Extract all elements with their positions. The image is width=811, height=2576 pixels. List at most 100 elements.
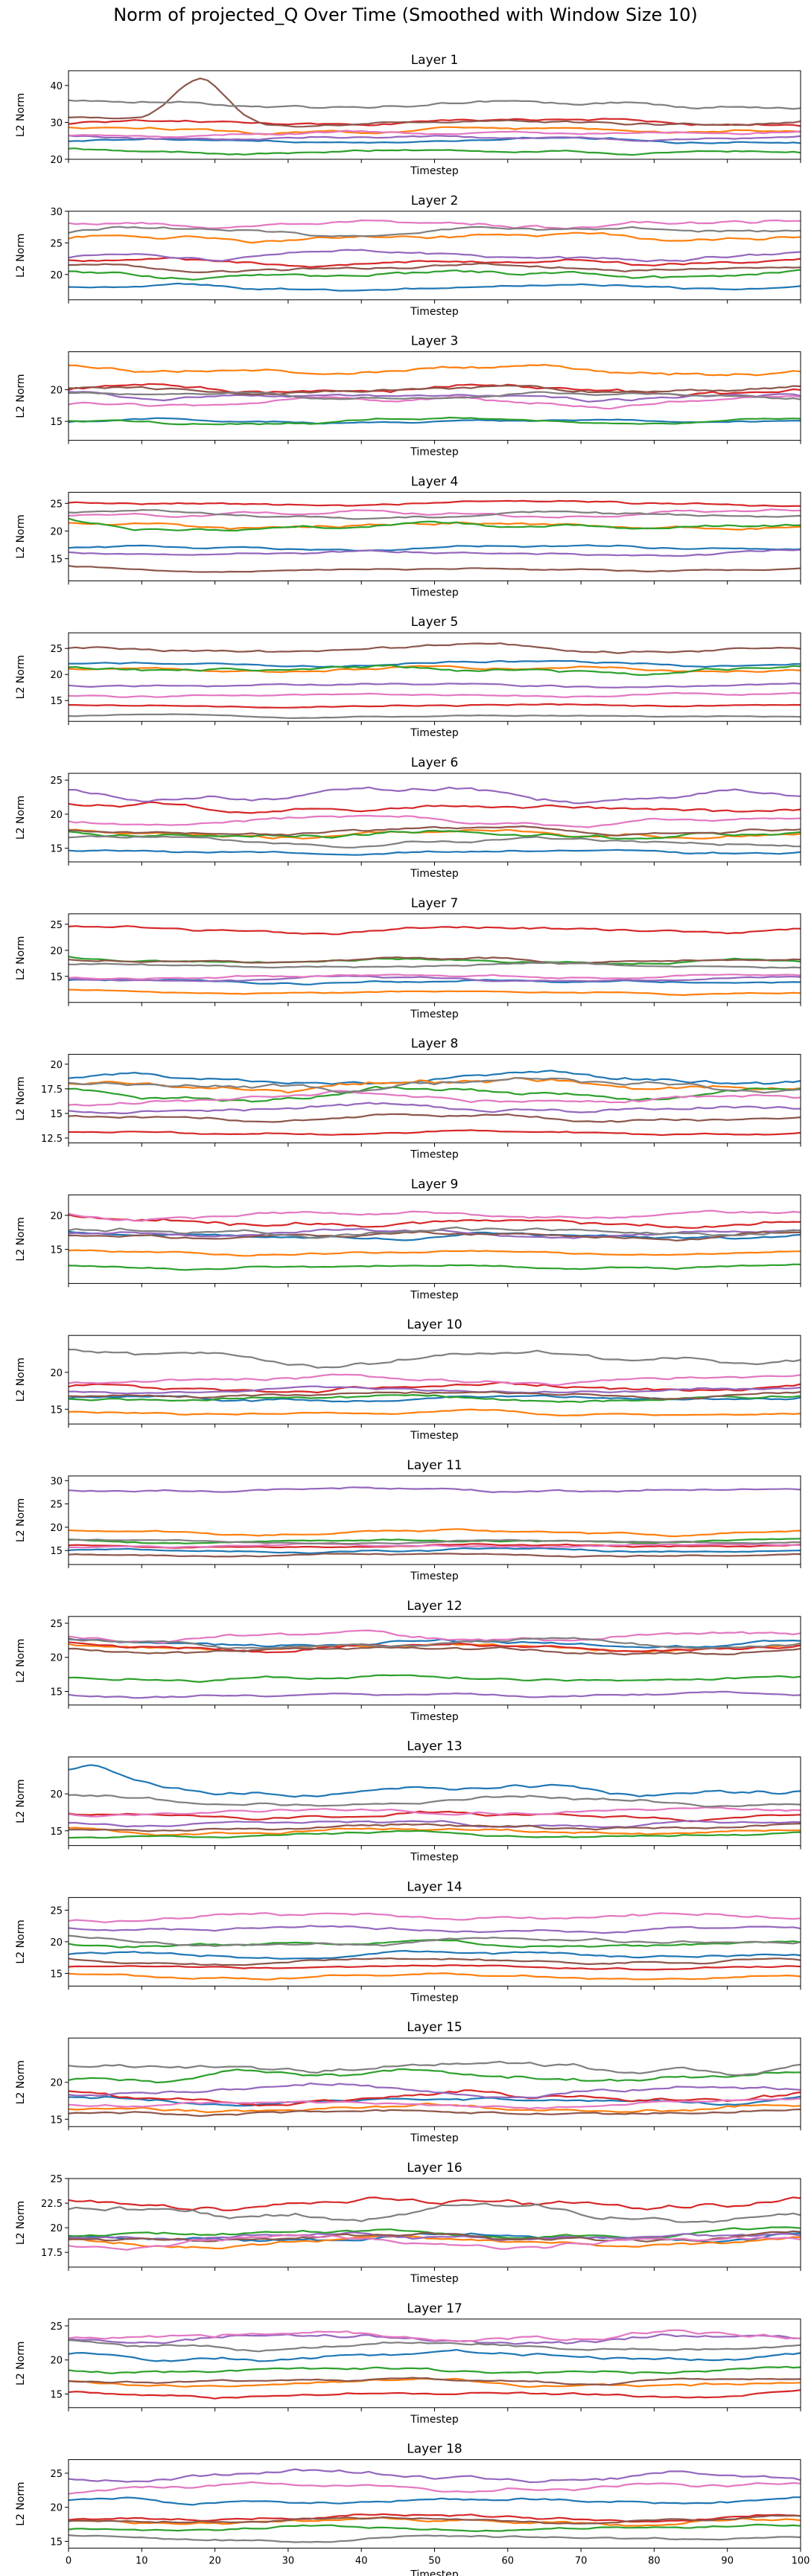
series-line xyxy=(69,1408,801,1417)
series-line xyxy=(69,1972,801,1981)
y-tick-label: 20 xyxy=(50,946,63,957)
y-tick-label: 25 xyxy=(50,1905,63,1917)
panel-title: Layer 18 xyxy=(407,2442,462,2457)
y-axis-label: L2 Norm xyxy=(15,655,27,699)
panel-layer-5: Layer 5 15 20 25 L2 Norm Timestep xyxy=(15,615,801,739)
y-tick-label: 15 xyxy=(50,972,63,983)
y-tick-label: 25 xyxy=(50,2321,63,2333)
panel-layer-7: Layer 7 15 20 25 L2 Norm Timestep xyxy=(15,896,801,1020)
series-line xyxy=(69,2339,801,2353)
plot-frame xyxy=(68,70,801,160)
y-tick-label: 20 xyxy=(50,1653,63,1664)
series-line xyxy=(69,391,801,400)
figure-title: Norm of projected_Q Over Time (Smoothed … xyxy=(113,4,698,25)
series-line xyxy=(69,1249,801,1257)
y-axis-label: L2 Norm xyxy=(15,1779,27,1823)
panel-title: Layer 16 xyxy=(407,2161,462,2176)
y-tick-label: 25 xyxy=(50,1619,63,1630)
panel-layer-17: Layer 17 15 20 25 L2 Norm Timestep xyxy=(15,2301,801,2426)
y-tick-label: 17.5 xyxy=(41,2248,63,2259)
series-line xyxy=(69,1129,801,1137)
series-line xyxy=(69,2534,801,2543)
series-line xyxy=(69,1934,801,1947)
x-tick-label: 20 xyxy=(209,2556,221,2567)
series-line xyxy=(69,2516,801,2527)
x-axis-label: Timestep xyxy=(410,727,459,739)
series-line xyxy=(69,1085,801,1103)
y-tick-label: 15 xyxy=(50,1109,63,1120)
series-group xyxy=(69,77,801,156)
y-axis-label: L2 Norm xyxy=(15,2481,27,2525)
y-tick-label: 17.5 xyxy=(41,1084,63,1096)
series-line xyxy=(69,801,801,814)
series-line xyxy=(69,549,801,557)
series-line xyxy=(69,2329,801,2342)
series-line xyxy=(69,1912,801,1923)
series-line xyxy=(69,2514,801,2525)
y-axis-label: L2 Norm xyxy=(15,2342,27,2385)
x-axis-label: Timestep xyxy=(410,165,459,177)
series-line xyxy=(69,249,801,263)
x-axis-label: Timestep xyxy=(410,2569,459,2576)
panel-title: Layer 11 xyxy=(407,1458,462,1473)
y-axis-label: L2 Norm xyxy=(15,1358,27,1402)
series-line xyxy=(69,2089,801,2107)
y-tick-label: 15 xyxy=(50,2537,63,2548)
panel-title: Layer 3 xyxy=(411,334,459,349)
y-axis-label: L2 Norm xyxy=(15,93,27,137)
x-tick-label: 40 xyxy=(355,2556,368,2567)
y-tick-label: 15 xyxy=(50,1404,63,1416)
series-line xyxy=(69,416,801,426)
series-line xyxy=(69,1810,801,1823)
series-line xyxy=(69,544,801,552)
panel-layer-3: Layer 3 15 20 L2 Norm Timestep xyxy=(15,334,801,458)
y-tick-label: 30 xyxy=(50,118,63,129)
series-line xyxy=(69,1641,801,1654)
y-tick-label: 30 xyxy=(50,207,63,218)
series-line xyxy=(69,2349,801,2362)
series-group xyxy=(69,2329,801,2400)
y-tick-label: 20 xyxy=(50,1060,63,1071)
panel-layer-11: Layer 11 15 20 25 30 L2 Norm Timestep xyxy=(15,1458,801,1582)
x-axis-label: Timestep xyxy=(410,1570,459,1582)
series-line xyxy=(69,1486,801,1494)
panel-title: Layer 15 xyxy=(407,2020,462,2035)
panel-title: Layer 6 xyxy=(411,755,459,770)
panel-title: Layer 2 xyxy=(411,194,459,208)
series-line xyxy=(69,1390,801,1400)
series-line xyxy=(69,262,801,273)
y-axis-label: L2 Norm xyxy=(15,1920,27,1963)
y-tick-label: 25 xyxy=(50,238,63,249)
series-group xyxy=(69,1209,801,1271)
series-group xyxy=(69,1912,801,1981)
panel-layer-6: Layer 6 15 20 25 L2 Norm Timestep xyxy=(15,755,801,880)
y-tick-label: 15 xyxy=(50,1245,63,1256)
series-line xyxy=(69,136,801,144)
panel-title: Layer 1 xyxy=(411,53,459,68)
series-group xyxy=(69,363,801,426)
series-line xyxy=(69,517,801,532)
panel-title: Layer 13 xyxy=(407,1739,462,1754)
series-line xyxy=(69,1690,801,1699)
y-tick-label: 20 xyxy=(50,1937,63,1949)
x-axis-label: Timestep xyxy=(410,1430,459,1442)
series-line xyxy=(69,1226,801,1239)
series-group xyxy=(69,1486,801,1558)
series-group xyxy=(69,642,801,720)
series-group xyxy=(69,1764,801,1839)
series-line xyxy=(69,1629,801,1644)
y-tick-label: 20 xyxy=(50,155,63,166)
series-line xyxy=(69,2513,801,2523)
panel-layer-10: Layer 10 15 20 L2 Norm Timestep xyxy=(15,1317,801,1442)
y-tick-label: 30 xyxy=(50,1476,63,1487)
series-line xyxy=(69,2496,801,2506)
x-axis-label: Timestep xyxy=(410,1289,459,1301)
series-line xyxy=(69,1263,801,1271)
series-group xyxy=(69,499,801,573)
panel-layer-4: Layer 4 15 20 25 L2 Norm Timestep xyxy=(15,474,801,598)
series-line xyxy=(69,1820,801,1829)
series-line xyxy=(69,363,801,377)
series-line xyxy=(69,231,801,244)
series-line xyxy=(69,1547,801,1555)
series-line xyxy=(69,828,801,840)
